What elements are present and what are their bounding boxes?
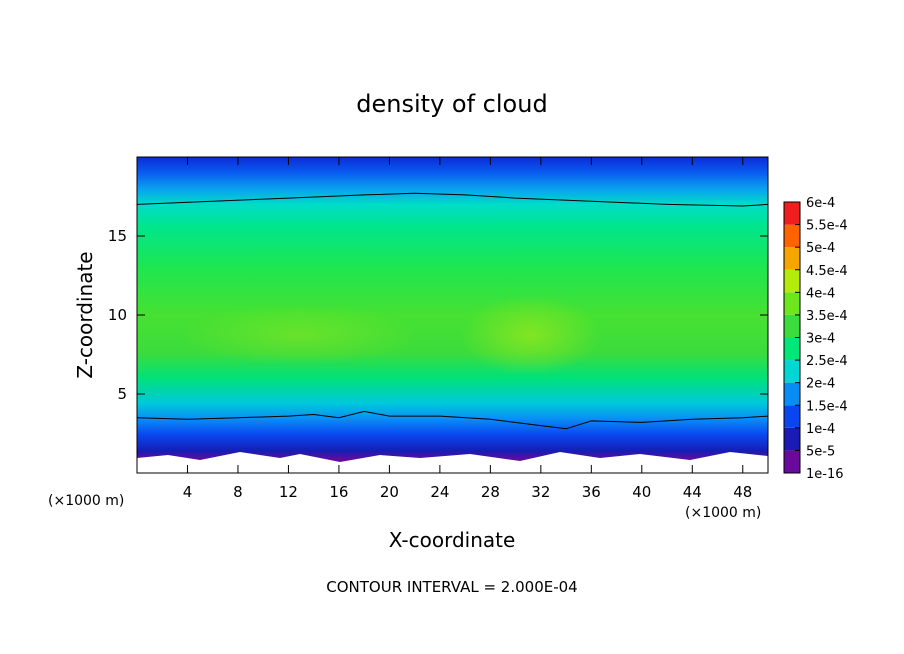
chart-title: density of cloud — [356, 90, 547, 118]
y-axis-label: Z-coordinate — [73, 251, 97, 378]
colorbar-label: 1e-16 — [806, 467, 844, 482]
x-tick-label: 28 — [481, 483, 500, 501]
x-unit-left: (×1000 m) — [48, 493, 124, 509]
colorbar-label: 4e-4 — [806, 286, 835, 301]
x-tick-label: 16 — [329, 483, 348, 501]
colorbar-label: 3.5e-4 — [806, 309, 848, 324]
x-tick-label: 40 — [632, 483, 651, 501]
colorbar-swatch — [784, 450, 800, 473]
colorbar-label: 4.5e-4 — [806, 264, 848, 279]
x-tick-label: 4 — [183, 483, 193, 501]
colorbar-swatch — [784, 427, 800, 451]
colorbar-label: 5e-4 — [806, 241, 835, 256]
colorbar-label: 1.5e-4 — [806, 399, 848, 414]
colorbar-label: 5e-5 — [806, 444, 835, 459]
colorbar-label: 1e-4 — [806, 422, 835, 437]
y-axis: 5 10 15 — [108, 227, 768, 403]
y-tick-label: 5 — [117, 385, 127, 403]
colorbar-label: 2.5e-4 — [806, 354, 848, 369]
colorbar-swatch — [784, 292, 800, 315]
colorbar-label: 5.5e-4 — [806, 219, 848, 234]
contour-line — [137, 410, 768, 430]
colorbar-swatch — [784, 360, 800, 383]
colorbar-swatch — [784, 314, 800, 338]
contour-interval-note: CONTOUR INTERVAL = 2.000E-04 — [326, 578, 577, 596]
y-tick-label: 15 — [108, 227, 127, 245]
colorbar-swatch — [784, 337, 800, 361]
contour-lines — [137, 192, 768, 430]
x-tick-label: 44 — [683, 483, 702, 501]
colorbar-swatch — [784, 224, 800, 248]
x-tick-label: 36 — [582, 483, 601, 501]
colorbar-swatch — [784, 247, 800, 270]
x-axis-label: X-coordinate — [389, 528, 516, 552]
colorbar-label: 6e-4 — [806, 196, 835, 211]
x-tick-label: 32 — [531, 483, 550, 501]
contour-line — [137, 192, 768, 207]
x-tick-label: 8 — [233, 483, 243, 501]
colorbar-swatch — [784, 202, 800, 225]
colorbar-label: 2e-4 — [806, 377, 835, 392]
x-tick-label: 12 — [279, 483, 298, 501]
x-unit-right: (×1000 m) — [685, 505, 761, 521]
colorbar-swatch — [784, 405, 800, 428]
colorbar-swatch — [784, 269, 800, 293]
x-tick-label: 20 — [380, 483, 399, 501]
x-axis: 4 8 12 16 20 24 28 32 36 40 44 48 — [183, 157, 752, 501]
heatmap-field — [137, 157, 768, 473]
x-tick-label: 48 — [733, 483, 752, 501]
colorbar-swatch — [784, 382, 800, 406]
colorbar: 1e-16 5e-5 1e-4 1.5e-4 2e-4 2.5e-4 3e-4 3.5e-4 4… — [783, 196, 848, 482]
colorbar-label: 3e-4 — [806, 332, 835, 347]
y-tick-label: 10 — [108, 306, 127, 324]
x-tick-label: 24 — [430, 483, 449, 501]
